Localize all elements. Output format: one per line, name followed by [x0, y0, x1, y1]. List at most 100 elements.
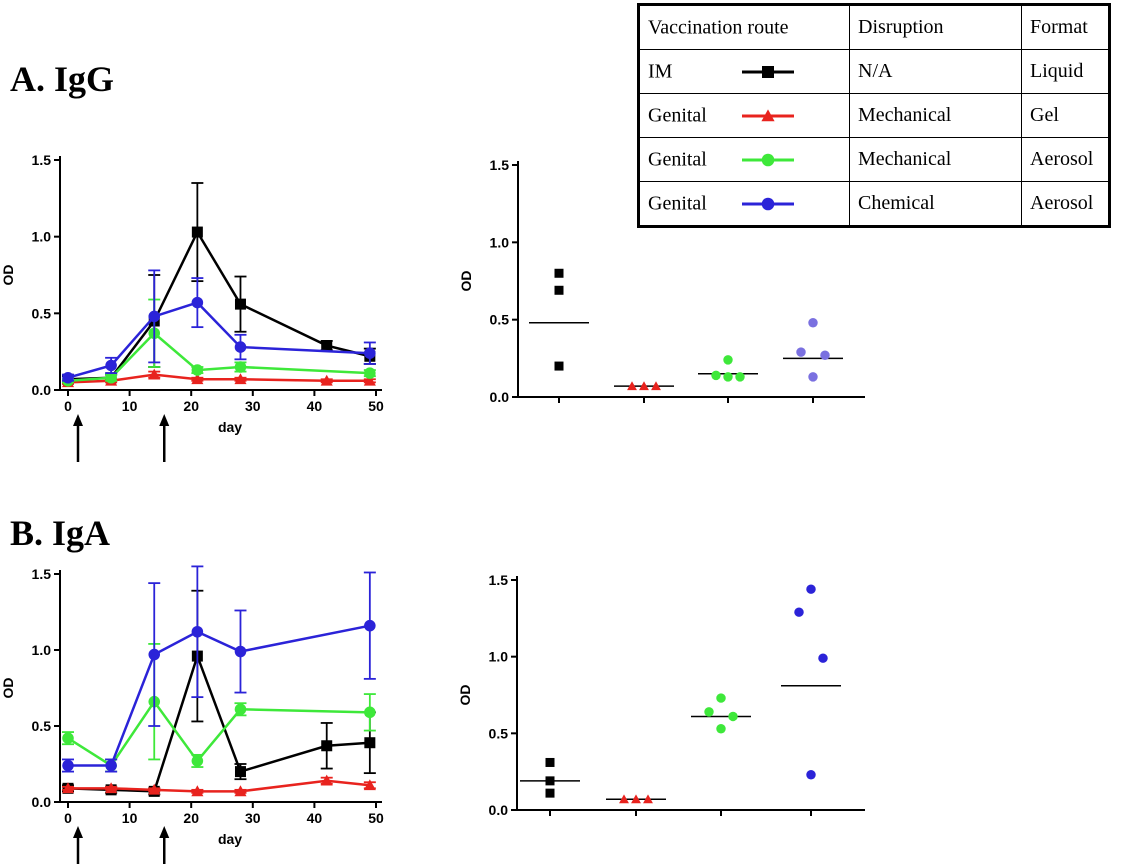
arrow-up-icon — [159, 414, 170, 426]
legend-route-label: Genital — [648, 192, 707, 214]
x-tick-label: 10 — [122, 398, 138, 414]
y-axis-label: OD — [0, 678, 16, 699]
data-point — [794, 607, 804, 617]
x-axis-label: day — [218, 419, 242, 435]
y-axis-label: OD — [0, 265, 16, 286]
data-point — [364, 706, 376, 719]
data-point — [643, 794, 653, 804]
data-point — [554, 361, 564, 371]
data-point — [554, 285, 564, 295]
legend-table: Vaccination route Disruption Format IM N… — [637, 3, 1111, 228]
data-point — [61, 782, 75, 794]
x-tick-label: 0 — [64, 398, 72, 414]
data-point — [105, 371, 117, 384]
data-point — [806, 584, 816, 594]
data-point — [796, 347, 806, 357]
y-tick-label: 0.0 — [489, 802, 509, 818]
y-tick-label: 0.5 — [490, 312, 510, 328]
legend-route-label: IM — [648, 60, 673, 82]
data-point — [554, 268, 564, 278]
legend-header-route: Vaccination route — [638, 4, 850, 50]
y-tick-label: 1.5 — [32, 566, 52, 582]
data-point — [148, 310, 161, 323]
data-point — [191, 373, 204, 385]
data-point — [234, 341, 247, 353]
legend-row: Genital Mechanical Aerosol — [638, 137, 1110, 182]
data-point — [545, 757, 555, 767]
data-point — [105, 759, 117, 772]
legend-route-cell: Genital — [638, 181, 850, 227]
iga-scatter-chart: 0.0 0.5 1.0 1.5 OD — [457, 572, 865, 818]
igg-timecourse-chart: 0.0 0.5 1.0 1.5 OD 0 10 20 30 40 50 day — [0, 152, 384, 462]
x-tick-label: 50 — [368, 810, 384, 826]
y-tick-label: 0.0 — [32, 794, 52, 810]
legend-header-format: Format — [1021, 4, 1110, 50]
data-point — [808, 372, 818, 382]
legend-route-cell: Genital — [638, 93, 850, 138]
legend-disruption-cell: Chemical — [849, 181, 1022, 227]
legend-row: Genital Chemical Aerosol — [638, 181, 1110, 227]
legend-header-route-label: Vaccination route — [648, 16, 789, 38]
data-point — [723, 372, 733, 382]
arrow-up-icon — [73, 826, 83, 838]
data-point — [234, 373, 247, 385]
data-point — [627, 381, 637, 391]
data-point — [234, 766, 246, 778]
data-point — [808, 318, 818, 328]
legend-route-label: Genital — [648, 148, 707, 170]
data-point — [639, 381, 649, 391]
data-point — [321, 740, 333, 752]
data-point — [62, 732, 74, 744]
data-point — [320, 374, 333, 386]
data-point — [148, 648, 161, 661]
data-point — [321, 340, 333, 352]
x-tick-label: 10 — [122, 810, 138, 826]
legend-marker-triangle-icon — [742, 108, 794, 121]
data-point — [363, 779, 376, 791]
x-tick-label: 30 — [245, 810, 261, 826]
data-point — [191, 296, 204, 309]
data-point — [704, 707, 714, 717]
x-tick-label: 20 — [183, 810, 199, 826]
legend-format-cell: Gel — [1021, 93, 1110, 138]
data-point — [818, 653, 828, 663]
data-point — [364, 619, 376, 632]
x-tick-label: 50 — [368, 398, 384, 414]
data-point — [619, 794, 629, 804]
data-point — [363, 374, 376, 386]
legend-marker — [762, 65, 774, 78]
data-point — [364, 737, 376, 749]
legend-header-row: Vaccination route Disruption Format — [638, 4, 1110, 50]
y-tick-label: 1.5 — [489, 572, 509, 588]
data-point — [62, 759, 74, 772]
data-point — [234, 645, 247, 658]
data-point — [651, 381, 661, 391]
y-tick-label: 0.5 — [489, 725, 509, 741]
legend-route-label: Genital — [648, 104, 707, 126]
y-tick-label: 1.0 — [490, 234, 510, 250]
legend-marker — [761, 108, 775, 121]
data-point — [364, 367, 376, 379]
data-point — [191, 364, 204, 376]
y-tick-label: 0.0 — [32, 382, 52, 398]
data-point — [191, 785, 204, 797]
y-tick-label: 1.0 — [32, 642, 52, 658]
data-point — [723, 355, 733, 365]
y-tick-label: 1.0 — [32, 229, 52, 245]
data-point — [191, 625, 204, 638]
x-tick-label: 30 — [245, 398, 261, 414]
x-tick-label: 20 — [183, 398, 199, 414]
data-point — [62, 371, 74, 384]
legend-disruption-cell: Mechanical — [849, 93, 1022, 138]
legend-marker — [761, 197, 775, 210]
data-point — [191, 226, 203, 238]
iga-timecourse-chart: 0.0 0.5 1.0 1.5 OD 0 10 20 30 40 50 day — [0, 565, 384, 864]
series-line — [67, 301, 370, 379]
data-point — [728, 711, 738, 722]
panel-b-title: B. IgA — [10, 513, 111, 553]
series-line — [67, 699, 370, 768]
data-point — [320, 774, 333, 786]
y-axis-label: OD — [458, 271, 474, 292]
y-tick-label: 1.5 — [490, 157, 510, 173]
